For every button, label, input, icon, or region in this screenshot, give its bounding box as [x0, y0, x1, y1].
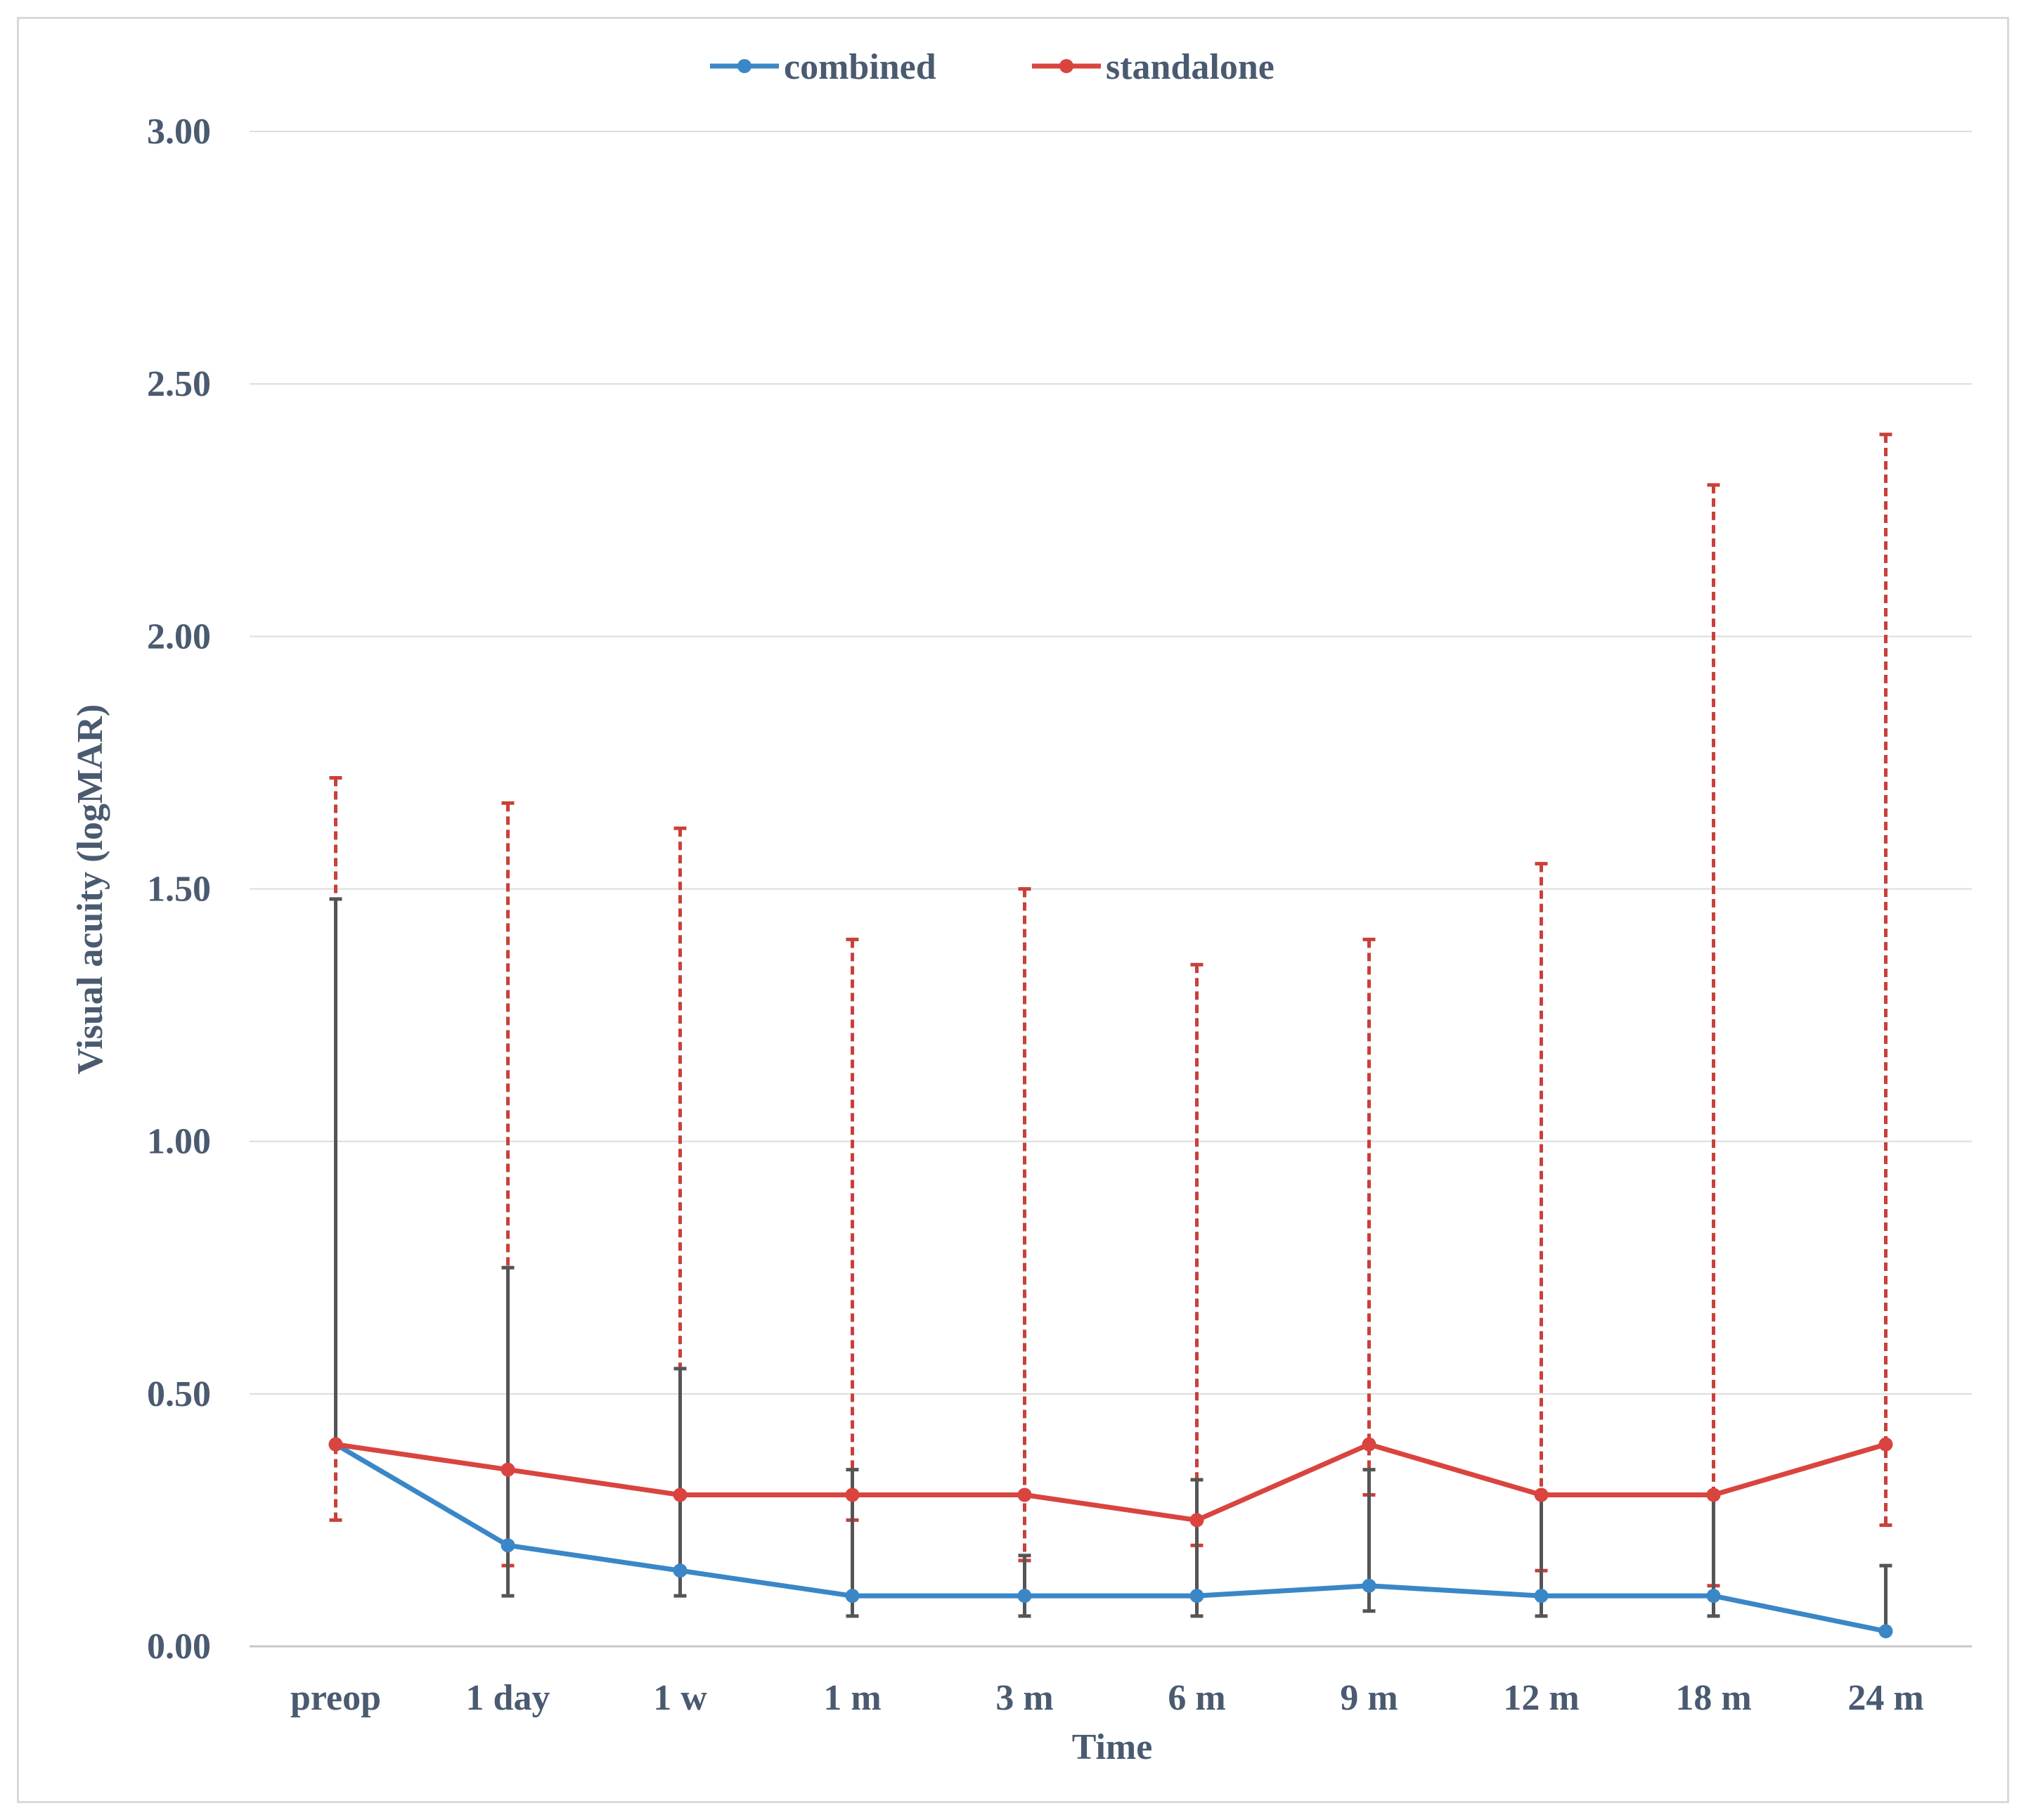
- y-axis-ticks: 0.00 0.50 1.00 1.50 2.00 2.50 3.00: [147, 112, 211, 1667]
- y-tick-label: 3.00: [147, 112, 211, 152]
- x-tick-label: 24 m: [1847, 1678, 1923, 1718]
- legend-label-combined: combined: [784, 47, 936, 87]
- data-point-combined: [845, 1589, 860, 1603]
- data-point-standalone: [1017, 1487, 1032, 1502]
- y-tick-label: 1.50: [147, 870, 211, 910]
- y-tick-label: 0.00: [147, 1627, 211, 1667]
- data-point-standalone: [328, 1437, 343, 1452]
- series-line-standalone: [335, 1442, 1887, 1523]
- x-tick-label: 6 m: [1168, 1678, 1225, 1718]
- y-tick-label: 1.00: [147, 1122, 211, 1162]
- y-tick-label: 2.00: [147, 617, 211, 657]
- legend-marker-combined: [737, 59, 751, 73]
- data-point-standalone: [845, 1487, 860, 1502]
- data-point-standalone: [1362, 1437, 1376, 1452]
- y-tick-label: 0.50: [147, 1374, 211, 1414]
- x-tick-label: preop: [290, 1678, 381, 1718]
- series-lines: [334, 1442, 1887, 1634]
- y-axis-title: Visual acuity (logMAR): [70, 704, 110, 1075]
- legend-marker-standalone: [1059, 59, 1073, 73]
- data-point-standalone: [1534, 1487, 1549, 1502]
- data-point-standalone: [1189, 1513, 1204, 1528]
- data-point-combined: [1017, 1589, 1032, 1603]
- legend: combined standalone: [710, 47, 1275, 87]
- chart-frame: [17, 17, 2009, 1803]
- x-tick-label: 1 day: [466, 1678, 550, 1718]
- data-point-combined: [673, 1563, 688, 1578]
- y-tick-label: 2.50: [147, 364, 211, 404]
- x-tick-label: 1 w: [653, 1678, 707, 1718]
- x-tick-label: 9 m: [1340, 1678, 1398, 1718]
- data-point-standalone: [1706, 1487, 1721, 1502]
- data-point-standalone: [673, 1487, 688, 1502]
- legend-label-standalone: standalone: [1106, 47, 1275, 87]
- data-point-combined: [1189, 1589, 1204, 1603]
- error-bars: [329, 432, 1892, 1633]
- data-point-combined: [1362, 1578, 1376, 1593]
- x-tick-label: 1 m: [823, 1678, 881, 1718]
- data-point-combined: [501, 1538, 515, 1553]
- gridlines: [250, 131, 1972, 1648]
- data-point-combined: [1706, 1589, 1721, 1603]
- x-axis-title: Time: [1072, 1727, 1153, 1767]
- series-points: [328, 1437, 1893, 1639]
- data-point-standalone: [501, 1462, 515, 1477]
- x-tick-label: 3 m: [995, 1678, 1053, 1718]
- x-tick-label: 12 m: [1503, 1678, 1579, 1718]
- data-point-standalone: [1878, 1437, 1893, 1452]
- data-point-combined: [1878, 1624, 1893, 1639]
- x-tick-label: 18 m: [1675, 1678, 1751, 1718]
- data-point-combined: [1534, 1589, 1549, 1603]
- series-line-combined: [334, 1442, 1887, 1634]
- x-axis-ticks: preop 1 day 1 w 1 m 3 m 6 m 9 m 12 m 18 m 24 m: [290, 1678, 1924, 1718]
